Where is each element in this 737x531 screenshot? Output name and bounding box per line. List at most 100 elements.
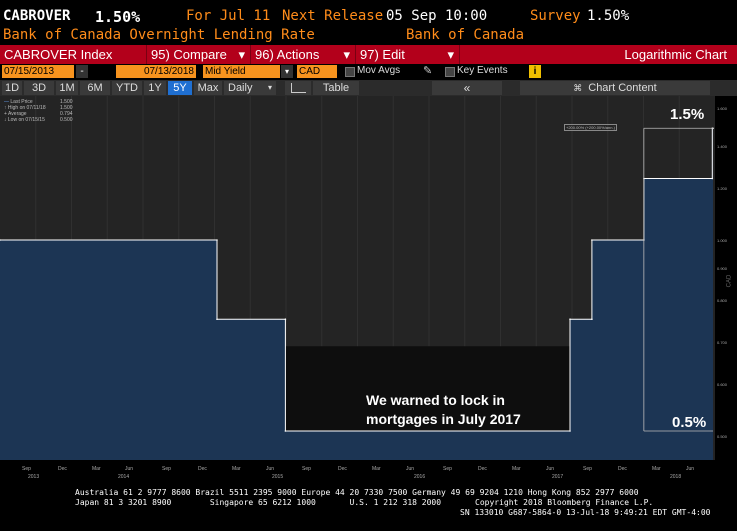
date-separator: - bbox=[76, 65, 88, 78]
x-year: 2014 bbox=[118, 474, 130, 480]
x-axis: Sep Dec Mar Jun Sep Dec Mar Jun Sep Dec … bbox=[0, 460, 715, 484]
x-year: 2017 bbox=[552, 474, 564, 480]
x-tick: Jun bbox=[546, 466, 555, 472]
info-icon[interactable]: i bbox=[529, 65, 541, 78]
footer-session: SN 133010 G687-5864-0 13-Jul-18 9:49:21 … bbox=[460, 508, 711, 517]
x-tick: Sep bbox=[443, 466, 452, 472]
key-events-checkbox[interactable] bbox=[445, 67, 455, 77]
chart-type-label: Logarithmic Chart bbox=[624, 47, 727, 62]
survey-value: 1.50% bbox=[587, 8, 630, 24]
compare-menu[interactable]: 95) Compare ▾ bbox=[147, 45, 251, 64]
end-date-input[interactable]: 07/13/2018 bbox=[116, 65, 196, 78]
footer-line1: Australia 61 2 9777 8600 Brazil 5511 239… bbox=[75, 488, 639, 497]
ticker-label: CABROVER bbox=[3, 8, 71, 24]
x-tick: Mar bbox=[652, 466, 661, 472]
last-value: 1.50% bbox=[95, 8, 141, 26]
chart-content-button[interactable]: ⌘ Chart Content bbox=[520, 81, 710, 95]
y-tick: 1.000 bbox=[717, 238, 728, 243]
x-tick: Dec bbox=[198, 466, 207, 472]
actions-menu[interactable]: 96) Actions ▾ bbox=[251, 45, 356, 64]
range-button-1y[interactable]: 1Y bbox=[144, 81, 166, 95]
pencil-icon[interactable]: ✎ bbox=[423, 65, 433, 77]
mov-avgs-label: Mov Avgs bbox=[357, 65, 401, 76]
range-button-5y[interactable]: 5Y bbox=[168, 81, 192, 95]
x-year: 2018 bbox=[670, 474, 682, 480]
x-tick: Dec bbox=[618, 466, 627, 472]
start-date-input[interactable]: 07/15/2013 bbox=[2, 65, 74, 78]
rate-chart bbox=[0, 96, 714, 461]
x-tick: Sep bbox=[22, 466, 31, 472]
x-tick: Jun bbox=[125, 466, 134, 472]
compare-label: 95) Compare bbox=[151, 47, 227, 62]
edit-menu[interactable]: 97) Edit ▾ bbox=[356, 45, 460, 64]
legend-low: ↓ Low on 07/15/15 0.500 bbox=[4, 117, 73, 123]
field-select[interactable]: Mid Yield bbox=[203, 65, 280, 78]
security-field[interactable]: CABROVER Index bbox=[0, 45, 147, 64]
y-tick: 0.500 bbox=[717, 434, 728, 439]
currency-select[interactable]: CAD bbox=[297, 65, 337, 78]
x-tick: Jun bbox=[406, 466, 415, 472]
series-source: Bank of Canada bbox=[406, 27, 525, 43]
annotation-top: 1.5% bbox=[670, 106, 705, 123]
mov-avgs-checkbox[interactable] bbox=[345, 67, 355, 77]
range-button-1d[interactable]: 1D bbox=[2, 81, 22, 95]
x-tick: Mar bbox=[512, 466, 521, 472]
x-year: 2013 bbox=[28, 474, 40, 480]
period-select[interactable]: Daily ▾ bbox=[224, 81, 276, 95]
range-button-ytd[interactable]: YTD bbox=[112, 81, 142, 95]
toolbar: CABROVER Index 95) Compare ▾ 96) Actions… bbox=[0, 45, 737, 64]
for-date-label: For Jul 11 bbox=[186, 8, 271, 24]
y-axis-currency-label: CAD bbox=[726, 274, 733, 288]
footer: Australia 61 2 9777 8600 Brazil 5511 239… bbox=[0, 484, 737, 531]
x-tick: Sep bbox=[302, 466, 311, 472]
collapse-button[interactable]: « bbox=[432, 81, 502, 95]
y-tick: 0.800 bbox=[717, 298, 728, 303]
annotation-bottom: 0.5% bbox=[672, 414, 707, 431]
data-point bbox=[569, 430, 571, 432]
legend-high: ↑ High on 07/11/18 1.500 bbox=[4, 105, 73, 111]
data-point bbox=[711, 177, 714, 180]
annotation-note-line2: mortgages in July 2017 bbox=[366, 411, 521, 427]
edit-label: 97) Edit bbox=[360, 47, 405, 62]
data-point bbox=[284, 430, 287, 432]
y-tick: 1.400 bbox=[717, 144, 728, 149]
field-chevron-icon[interactable]: ▾ bbox=[281, 65, 293, 78]
range-button-6m[interactable]: 6M bbox=[80, 81, 110, 95]
x-tick: Dec bbox=[58, 466, 67, 472]
survey-label: Survey bbox=[530, 8, 581, 24]
series-description: Bank of Canada Overnight Lending Rate bbox=[3, 27, 315, 43]
legend-average: + Average 0.794 bbox=[4, 111, 73, 117]
y-tick: 0.900 bbox=[717, 266, 728, 271]
data-point bbox=[569, 318, 571, 320]
legend-last-price: — Last Price 1.500 bbox=[4, 99, 73, 105]
next-release-label: Next Release bbox=[282, 8, 384, 24]
x-tick: Dec bbox=[478, 466, 487, 472]
x-tick: Mar bbox=[372, 466, 381, 472]
series-line bbox=[0, 127, 713, 432]
range-button-1m[interactable]: 1M bbox=[56, 81, 78, 95]
chart-settings-icon: ⌘ bbox=[573, 83, 583, 93]
range-bar: 1D 3D 1M 6M YTD 1Y 5Y Max Daily ▾ Table … bbox=[0, 80, 737, 96]
footer-copyright: Copyright 2018 Bloomberg Finance L.P. bbox=[475, 498, 654, 507]
table-button[interactable]: Table bbox=[313, 81, 359, 95]
data-point bbox=[591, 239, 593, 241]
y-tick: 1.600 bbox=[717, 106, 728, 111]
x-tick: Jun bbox=[266, 466, 275, 472]
y-axis: 1.600 1.400 1.200 1.000 0.900 0.800 0.70… bbox=[715, 96, 737, 460]
line-chart-toggle[interactable] bbox=[285, 81, 311, 95]
annotation-note-line1: We warned to lock in bbox=[366, 392, 505, 408]
data-point bbox=[284, 318, 287, 320]
chart-legend: — Last Price 1.500 ↑ High on 07/11/18 1.… bbox=[4, 99, 73, 123]
x-tick: Jun bbox=[686, 466, 695, 472]
footer-line2a: Japan 81 3 3201 8900 Singapore 65 6212 1… bbox=[75, 498, 442, 507]
chart-content-label: Chart Content bbox=[588, 82, 657, 94]
range-button-max[interactable]: Max bbox=[194, 81, 222, 95]
measure-label: +200.00% (+200.00%/ann.) bbox=[564, 124, 617, 131]
x-tick: Sep bbox=[583, 466, 592, 472]
line-chart-icon bbox=[290, 83, 306, 93]
data-point bbox=[216, 239, 218, 241]
x-year: 2016 bbox=[414, 474, 426, 480]
x-tick: Mar bbox=[92, 466, 101, 472]
range-button-3d[interactable]: 3D bbox=[24, 81, 54, 95]
y-tick: 0.700 bbox=[717, 340, 728, 345]
